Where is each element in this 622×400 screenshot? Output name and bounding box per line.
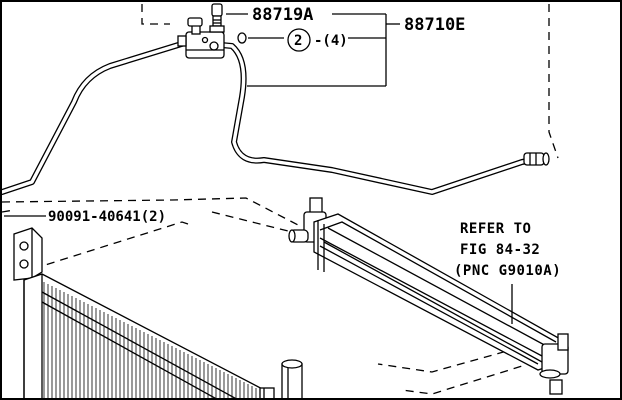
left-bracket: [13, 227, 43, 281]
condenser-core: [23, 273, 273, 398]
o-ring: [237, 32, 247, 44]
callout-88710e: 88710E: [404, 15, 465, 35]
callout-90091: 90091-40641(2): [48, 209, 166, 225]
leader-lines-upper: [226, 13, 400, 87]
receiver-tank: [281, 359, 303, 398]
note-line-3: (PNC G9010A): [454, 263, 561, 279]
sensor-88719a: [209, 3, 225, 33]
dashed-frame-top: [141, 4, 559, 159]
pressure-switch-block: [177, 17, 225, 59]
oil-cooler: [288, 197, 569, 395]
dashed-frame-lower: [2, 197, 549, 395]
pipe-end-fitting: [523, 152, 550, 166]
ref-circle-callout: 2: [287, 28, 311, 52]
note-line-1: REFER TO: [460, 221, 531, 237]
ref-qty: -(4): [314, 33, 348, 49]
ac-pipe: [2, 39, 545, 195]
callout-88719a: 88719A: [252, 5, 313, 25]
ref-circle-number: 2: [294, 33, 302, 49]
note-line-2: FIG 84-32: [460, 242, 540, 258]
condenser-bracket-lower: [259, 387, 275, 398]
